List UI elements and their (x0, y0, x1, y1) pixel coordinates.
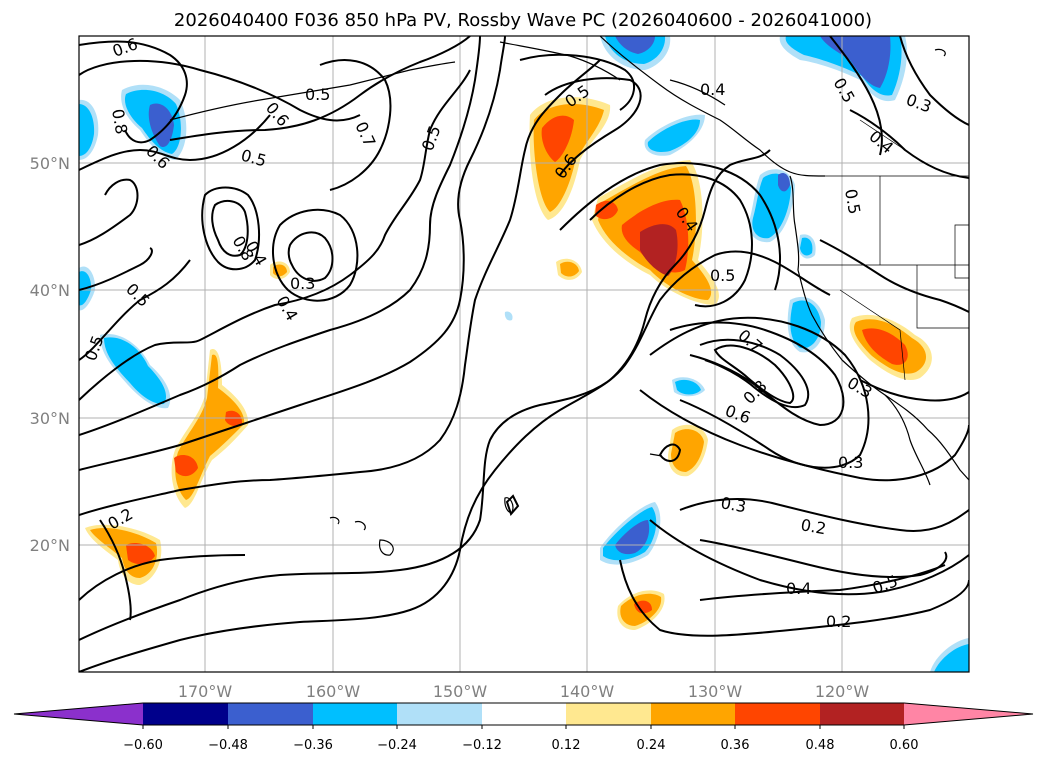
lon-label: 140°W (560, 682, 615, 701)
lon-label: 170°W (178, 682, 233, 701)
figure-title: 2026040400 F036 850 hPa PV, Rossby Wave … (174, 10, 872, 31)
latitude-labels: 50°N 40°N 30°N 20°N (30, 154, 70, 555)
contours (79, 36, 969, 672)
colorbar-tick-label: −0.24 (377, 738, 417, 753)
contour-label: 0.5 (305, 85, 330, 104)
positive-anomaly-133w-28n (668, 424, 708, 477)
colorbar-segment (482, 703, 566, 725)
positive-anomaly-170w-30n (171, 349, 249, 508)
colorbar-extend-min (14, 703, 143, 725)
colorbar-segment (735, 703, 820, 725)
colorbar-segment (820, 703, 904, 725)
negative-anomaly-top (600, 36, 907, 102)
negative-anomaly-coast (644, 114, 825, 397)
colorbar-tick-label: 0.36 (721, 738, 750, 753)
colorbar-tick-label: −0.36 (293, 738, 333, 753)
positive-anomaly-135w-42n (592, 160, 719, 305)
contour-label: 0.3 (719, 493, 747, 516)
colorbar-tick-label: −0.48 (208, 738, 248, 753)
colorbar-tick-label: −0.12 (462, 738, 502, 753)
contour-label: 0.5 (710, 266, 735, 285)
colorbar-segment (651, 703, 735, 725)
lat-label: 50°N (30, 154, 70, 173)
contour-label: 0.2 (799, 515, 827, 538)
positive-anomaly-142w-48n (529, 97, 611, 220)
map-panel: 0.6 0.8 0.6 0.6 0.5 0.7 0.5 0.5 0.6 0.4 … (78, 34, 970, 673)
colorbar-tick-label: −0.60 (123, 738, 163, 753)
lat-label: 40°N (30, 281, 70, 300)
contour-label: 0.8 (108, 107, 131, 135)
colorbar-tick-label: 0.48 (806, 738, 835, 753)
positive-anomaly-118w-37n (849, 314, 932, 380)
colorbar-segment (566, 703, 651, 725)
contour-label: 0.4 (786, 579, 811, 598)
lon-label: 130°W (688, 682, 743, 701)
colorbar-tick-label: 0.24 (637, 738, 666, 753)
negative-anomaly-north-pacific (79, 84, 187, 160)
lon-label: 160°W (306, 682, 361, 701)
contour-label: 0.2 (826, 612, 851, 631)
colorbar-segment (228, 703, 313, 725)
lon-label: 150°W (433, 682, 488, 701)
colorbar-extend-max (904, 703, 1033, 725)
map-background (79, 36, 969, 672)
lon-label: 120°W (815, 682, 870, 701)
lat-label: 30°N (30, 409, 70, 428)
longitude-labels: 170°W 160°W 150°W 140°W 130°W 120°W (178, 682, 870, 701)
colorbar-segment (313, 703, 397, 725)
contour-label: 0.3 (290, 274, 315, 293)
map-frame (78, 35, 970, 673)
colorbar-segment (397, 703, 482, 725)
colorbar: −0.60 −0.48 −0.36 −0.24 −0.12 0.12 0.24 … (13, 702, 1034, 753)
colorbar-ticks (142, 725, 905, 729)
contour-label: 0.4 (700, 80, 725, 99)
colorbar-tick-label: 0.12 (552, 738, 581, 753)
colorbar-segment (143, 703, 228, 725)
contour-label: 0.5 (841, 187, 864, 215)
lat-label: 20°N (30, 536, 70, 555)
negative-anomaly-south (79, 266, 969, 672)
colorbar-tick-label: 0.60 (890, 738, 919, 753)
contour-label: 0.3 (838, 453, 863, 472)
